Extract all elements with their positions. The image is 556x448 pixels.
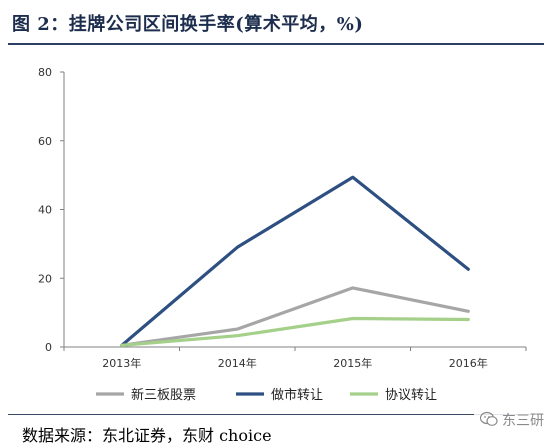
x-tick-label: 2013年 <box>102 356 141 370</box>
y-tick-label: 60 <box>38 135 52 148</box>
watermark-text: 东三研 <box>502 413 544 429</box>
y-tick-label: 80 <box>38 66 52 79</box>
wechat-icon <box>480 411 498 426</box>
series-line-3 <box>120 316 470 347</box>
source-divider <box>8 414 544 415</box>
y-tick-label: 0 <box>45 341 52 354</box>
series-line-1 <box>120 286 470 347</box>
chart-title: 图 2：挂牌公司区间换手率(算术平均，%) <box>12 14 364 35</box>
x-tick-label: 2015年 <box>333 356 372 370</box>
legend-label: 协议转让 <box>385 388 437 403</box>
title-bar: 图 2：挂牌公司区间换手率(算术平均，%) <box>0 0 556 46</box>
watermark: 东三研 <box>474 403 556 437</box>
x-tick-label: 2014年 <box>218 356 257 370</box>
y-tick-label: 20 <box>38 272 52 285</box>
data-source-note: 数据来源：东北证券，东财 choice <box>22 426 272 445</box>
x-tick-label: 2016年 <box>449 356 488 370</box>
y-tick-label: 40 <box>38 204 52 217</box>
legend-label: 做市转让 <box>271 387 323 403</box>
legend-label: 新三板股票 <box>131 387 196 403</box>
title-divider <box>8 43 544 45</box>
series-line-2 <box>120 175 470 347</box>
